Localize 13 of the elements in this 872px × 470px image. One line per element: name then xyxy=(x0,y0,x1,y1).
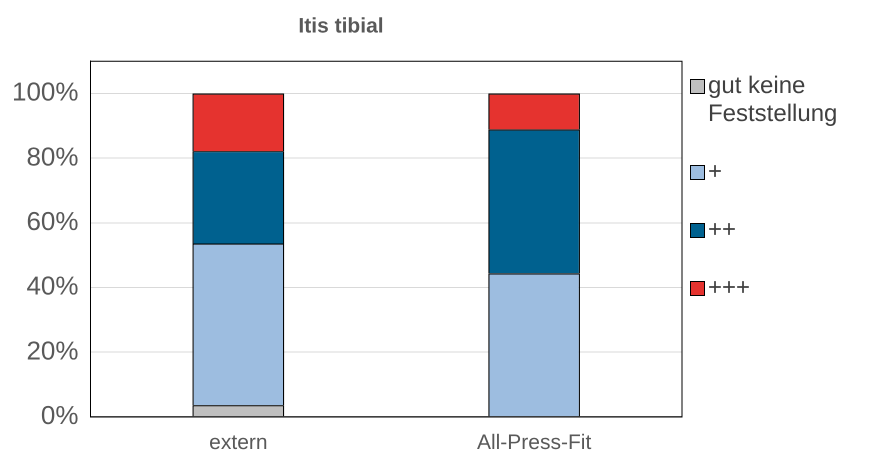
y-tick-label: 80% xyxy=(26,141,78,172)
y-tick-label: 0% xyxy=(40,400,78,430)
legend-label: gut keine Feststellung xyxy=(708,72,838,128)
legend-label: ++ xyxy=(708,216,736,244)
legend-label: +++ xyxy=(708,274,750,302)
x-tick-label: extern xyxy=(209,431,268,454)
y-tick-label: 100% xyxy=(12,76,78,107)
y-tick-label: 60% xyxy=(26,206,78,236)
y-tick-label: 40% xyxy=(26,270,78,301)
x-tick-label: All-Press-Fit xyxy=(476,431,592,454)
chart-title: Itis tibial xyxy=(298,14,384,38)
legend-label: + xyxy=(708,158,722,186)
y-tick-label: 20% xyxy=(26,335,78,366)
